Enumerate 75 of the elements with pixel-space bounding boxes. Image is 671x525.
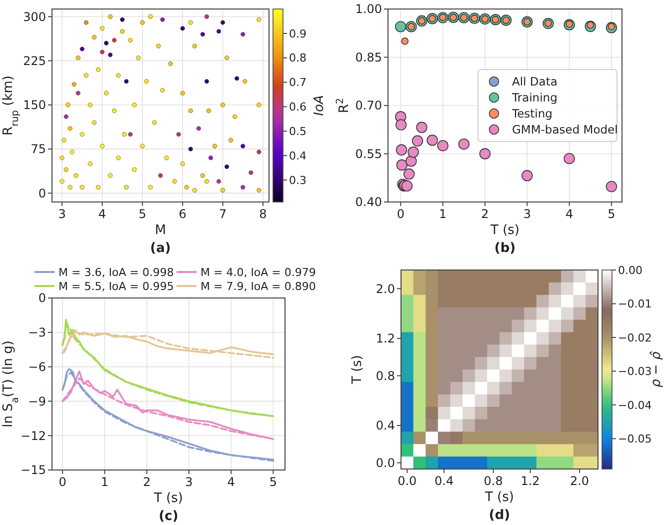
color-bar-label: 0.6 <box>289 100 306 114</box>
y-tick-label: 0.85 <box>355 50 382 64</box>
y-tick-label: −12 <box>20 428 46 443</box>
x-tick-label: 4 <box>227 475 235 489</box>
legend-label: M = 4.0, IoA = 0.979 <box>200 266 316 279</box>
color-bar-label: −0.05 <box>618 432 652 446</box>
color-bar-label: 0.5 <box>289 125 306 138</box>
x-tick-label: 0 <box>396 207 404 221</box>
x-tick-label: 6 <box>178 207 186 221</box>
x-tick-label: 4 <box>98 207 106 221</box>
y-tick-label: 0.55 <box>355 146 382 161</box>
x-tick-label: 4 <box>565 207 574 221</box>
x-tick-label: 5 <box>269 475 278 489</box>
text: (a) <box>150 241 171 256</box>
x-tick-label: 1.2 <box>520 474 540 488</box>
text: (c) <box>158 509 178 524</box>
x-axis-title: T (s) <box>490 223 520 238</box>
text: (d) <box>488 508 510 523</box>
color-bar-label: −0.03 <box>618 365 652 378</box>
y-tick-label: −15 <box>20 463 46 478</box>
x-axis-title: T (s) <box>153 491 183 506</box>
y-tick-label: 300 <box>23 10 46 24</box>
y-tick-label: −6 <box>28 360 46 374</box>
color-bar-label: −0.01 <box>618 298 652 311</box>
x-tick-label: 2 <box>142 475 151 489</box>
x-tick-label: 5 <box>138 207 146 221</box>
x-tick-label: 0 <box>58 475 66 489</box>
x-tick-label: 5 <box>608 207 616 221</box>
y-tick-label: −9 <box>28 394 46 408</box>
y-tick-label: 2.0 <box>376 282 395 296</box>
x-tick-label: 0.0 <box>398 474 417 488</box>
legend-label: All Data <box>512 74 558 89</box>
y-tick-label: 150 <box>23 98 46 112</box>
y-tick-label: 0 <box>38 186 46 200</box>
y-tick-label: 0 <box>38 291 46 306</box>
y-tick-label: 0.70 <box>355 98 382 113</box>
x-tick-label: 1 <box>100 475 108 489</box>
color-bar-label: 0.9 <box>289 27 306 40</box>
text: (b) <box>494 241 516 256</box>
x-axis-title: M <box>154 223 166 238</box>
color-bar-title: IoA <box>312 95 327 116</box>
legend-label: Training <box>511 90 558 105</box>
x-tick-label: 0.8 <box>484 474 503 488</box>
legend-label: M = 3.6, IoA = 0.998 <box>58 266 174 279</box>
x-tick-label: 2.0 <box>570 474 590 488</box>
legend-label: M = 7.9, IoA = 0.890 <box>200 280 316 293</box>
color-bar-label: 0.3 <box>289 174 306 187</box>
color-bar-label: 0.8 <box>289 52 306 65</box>
x-tick-label: 7 <box>218 207 227 221</box>
x-tick-label: 3 <box>185 475 193 489</box>
x-tick-label: 3 <box>58 207 66 221</box>
y-tick-label: 0.40 <box>355 195 382 210</box>
legend-label: M = 5.5, IoA = 0.995 <box>58 280 174 293</box>
y-tick-label: 1.2 <box>376 332 395 346</box>
legend-label: GMM-based Model <box>512 122 618 137</box>
color-bar-label: 0.00 <box>618 264 642 277</box>
x-tick-label: 2 <box>481 207 489 221</box>
y-tick-label: 225 <box>23 54 46 68</box>
color-bar-label: −0.04 <box>618 398 652 412</box>
y-tick-label: 0.4 <box>376 418 395 433</box>
x-tick-label: 1 <box>438 207 447 221</box>
x-tick-label: 8 <box>259 207 267 221</box>
y-tick-label: 75 <box>30 142 46 156</box>
y-tick-label: −3 <box>28 326 46 340</box>
y-tick-label: 1.00 <box>355 2 382 16</box>
x-tick-label: 0.4 <box>434 474 454 488</box>
x-tick-label: 3 <box>523 207 531 221</box>
color-bar-label: 0.7 <box>289 76 306 90</box>
y-axis-title: T (s) <box>350 355 365 385</box>
y-tick-label: 0.0 <box>376 456 395 470</box>
y-tick-label: 0.8 <box>376 368 395 383</box>
color-bar-label: −0.02 <box>618 331 652 344</box>
x-axis-title: T (s) <box>484 490 514 505</box>
color-bar-label: 0.4 <box>289 149 306 162</box>
legend-label: Testing <box>511 106 552 121</box>
